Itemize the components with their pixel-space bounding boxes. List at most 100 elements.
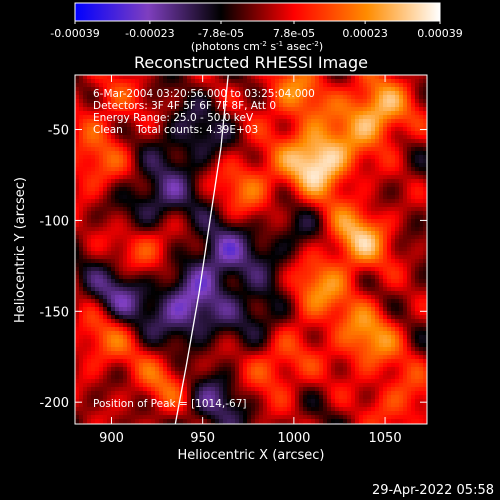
image-pixel (83, 87, 88, 92)
image-pixel (159, 403, 164, 408)
image-pixel (263, 279, 268, 284)
image-pixel (111, 251, 116, 256)
image-pixel (199, 187, 204, 192)
image-pixel (267, 83, 272, 88)
image-pixel (263, 175, 268, 180)
image-pixel (215, 379, 220, 384)
image-pixel (143, 347, 148, 352)
image-pixel (167, 131, 172, 136)
image-pixel (135, 183, 140, 188)
image-pixel (287, 343, 292, 348)
image-pixel (199, 291, 204, 296)
image-pixel (91, 167, 96, 172)
image-pixel (187, 183, 192, 188)
image-pixel (239, 347, 244, 352)
image-pixel (247, 235, 252, 240)
image-pixel (203, 339, 208, 344)
image-pixel (187, 383, 192, 388)
image-pixel (79, 203, 84, 208)
image-pixel (183, 195, 188, 200)
image-pixel (235, 207, 240, 212)
image-pixel (187, 315, 192, 320)
image-pixel (287, 99, 292, 104)
image-pixel (231, 131, 236, 136)
image-pixel (83, 179, 88, 184)
image-pixel (143, 315, 148, 320)
image-pixel (139, 387, 144, 392)
image-pixel (91, 363, 96, 368)
image-pixel (87, 155, 92, 160)
image-pixel (115, 75, 120, 80)
image-pixel (155, 343, 160, 348)
image-pixel (235, 311, 240, 316)
image-pixel (95, 103, 100, 108)
image-pixel (259, 411, 264, 416)
image-pixel (219, 375, 224, 380)
image-pixel (87, 263, 92, 268)
image-pixel (275, 307, 280, 312)
image-pixel (203, 79, 208, 84)
image-pixel (83, 331, 88, 336)
image-pixel (215, 415, 220, 420)
image-pixel (87, 123, 92, 128)
image-pixel (115, 243, 120, 248)
image-pixel (267, 195, 272, 200)
image-pixel (299, 147, 304, 152)
image-pixel (299, 251, 304, 256)
image-pixel (191, 371, 196, 376)
image-pixel (147, 323, 152, 328)
image-pixel (131, 327, 136, 332)
image-pixel (271, 247, 276, 252)
image-pixel (167, 359, 172, 364)
image-pixel (259, 159, 264, 164)
image-pixel (243, 375, 248, 380)
image-pixel (159, 195, 164, 200)
image-pixel (263, 263, 268, 268)
image-pixel (83, 403, 88, 408)
image-pixel (183, 303, 188, 308)
image-pixel (83, 207, 88, 212)
image-pixel (135, 175, 140, 180)
image-pixel (163, 351, 168, 356)
image-pixel (227, 263, 232, 268)
image-pixel (243, 411, 248, 416)
image-pixel (167, 283, 172, 288)
image-pixel (243, 239, 248, 244)
image-pixel (231, 335, 236, 340)
image-pixel (255, 279, 260, 284)
image-pixel (247, 287, 252, 292)
image-pixel (283, 167, 288, 172)
image-pixel (227, 207, 232, 212)
image-pixel (171, 287, 176, 292)
image-pixel (179, 219, 184, 224)
image-pixel (275, 299, 280, 304)
image-pixel (207, 343, 212, 348)
image-pixel (187, 259, 192, 264)
image-pixel (135, 351, 140, 356)
image-pixel (107, 379, 112, 384)
image-pixel (163, 335, 168, 340)
image-pixel (207, 95, 212, 100)
image-pixel (235, 183, 240, 188)
image-pixel (299, 179, 304, 184)
image-pixel (175, 331, 180, 336)
image-pixel (255, 239, 260, 244)
image-pixel (255, 347, 260, 352)
image-pixel (147, 303, 152, 308)
image-pixel (147, 95, 152, 100)
image-pixel (239, 399, 244, 404)
image-pixel (255, 175, 260, 180)
image-pixel (195, 163, 200, 168)
image-pixel (143, 79, 148, 84)
image-pixel (131, 315, 136, 320)
image-pixel (211, 303, 216, 308)
image-pixel (163, 363, 168, 368)
image-pixel (207, 159, 212, 164)
image-pixel (107, 367, 112, 372)
image-pixel (87, 147, 92, 152)
image-pixel (143, 99, 148, 104)
image-pixel (283, 139, 288, 144)
image-pixel (295, 95, 300, 100)
image-pixel (255, 283, 260, 288)
image-pixel (163, 315, 168, 320)
